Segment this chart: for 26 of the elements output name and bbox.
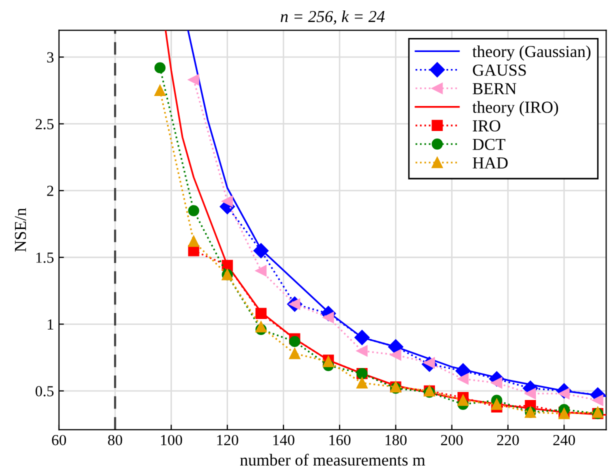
- legend-label: theory (IRO): [472, 101, 558, 116]
- x-tick-label: 120: [217, 434, 238, 446]
- legend-label: DCT: [472, 138, 506, 150]
- x-tick-label: 100: [161, 434, 182, 446]
- legend-label: BERN: [472, 83, 516, 94]
- y-tick-label: 2.5: [36, 119, 54, 130]
- y-axis-title: NSE/n: [14, 208, 26, 252]
- y-tick-label: 2: [47, 186, 54, 196]
- y-tick-label: 3: [47, 52, 54, 63]
- x-tick-label: 200: [441, 434, 463, 446]
- x-tick-label: 160: [329, 434, 350, 446]
- x-tick-label: 180: [386, 434, 407, 446]
- legend-label: IRO: [472, 120, 500, 132]
- legend-label: HAD: [472, 157, 508, 168]
- y-tick-label: 1: [48, 319, 54, 330]
- y-tick-label: 1.5: [36, 252, 54, 263]
- x-tick-label: 240: [553, 434, 575, 446]
- x-tick-label: 140: [273, 434, 294, 446]
- x-axis-title: number of measurements m: [240, 454, 426, 466]
- legend-label: GAUSS: [472, 64, 526, 76]
- x-tick-label: 80: [108, 434, 122, 446]
- x-tick-label: 60: [52, 434, 66, 446]
- x-tick-label: 220: [497, 434, 519, 446]
- chart-title: n = 256, k = 24: [280, 10, 385, 25]
- legend-label: theory (Gaussian): [472, 45, 590, 61]
- y-tick-label: 0.5: [36, 386, 54, 396]
